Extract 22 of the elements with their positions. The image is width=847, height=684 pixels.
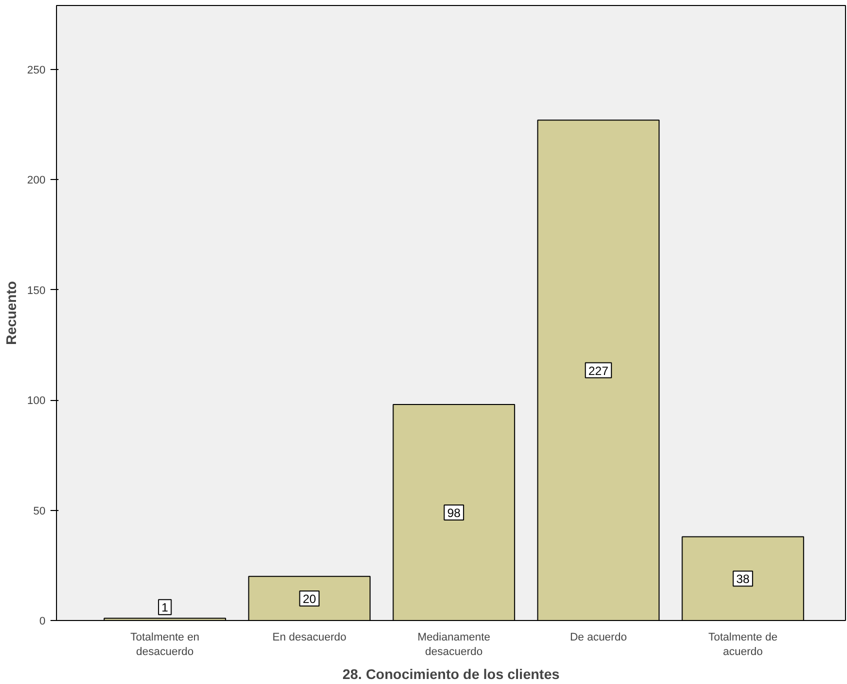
y-axis-title: Recuento — [3, 281, 20, 345]
x-tick-label: Totalmente en desacuerdo — [130, 632, 200, 658]
bar — [248, 576, 371, 620]
bar — [392, 404, 516, 620]
y-tick-label: 150 — [27, 284, 46, 297]
y-tick-label: 200 — [27, 174, 46, 187]
data-label: 1 — [162, 600, 169, 615]
x-tick-label: En desacuerdo — [272, 632, 346, 644]
data-label: 98 — [447, 506, 461, 520]
y-tick-label: 50 — [33, 505, 46, 518]
bar — [537, 120, 660, 620]
x-axis-title: 28. Conocimiento de los clientes — [342, 666, 560, 682]
data-label: 227 — [588, 364, 609, 378]
bar — [682, 536, 804, 620]
data-label: 20 — [302, 592, 316, 606]
x-tick-label: Medianamente desacuerdo — [418, 632, 490, 658]
x-tick-label: Totalmente de acuerdo — [708, 632, 778, 658]
x-tick-label: De acuerdo — [570, 632, 627, 644]
y-tick-label: 250 — [27, 64, 46, 76]
y-tick-label: 100 — [27, 395, 46, 408]
y-tick-label: 0 — [39, 616, 46, 628]
data-label: 38 — [736, 572, 750, 586]
